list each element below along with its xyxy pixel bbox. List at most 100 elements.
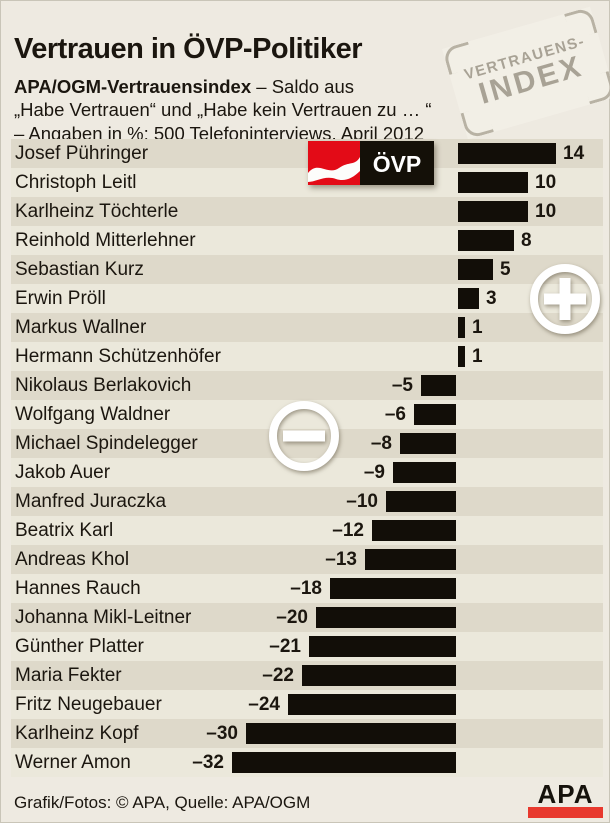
- value-bar: [458, 143, 556, 164]
- subtitle-line2: „Habe Vertrauen“ und „Habe kein Vertraue…: [14, 99, 432, 120]
- politician-name: Michael Spindelegger: [15, 433, 198, 454]
- value-bar: [288, 694, 456, 715]
- chart-row: Reinhold Mitterlehner 8: [11, 226, 603, 255]
- ovp-logo-text: ÖVP: [373, 151, 422, 177]
- minus-icon: [269, 401, 339, 471]
- value-label: 10: [535, 172, 557, 193]
- politician-name: Günther Platter: [15, 636, 144, 657]
- value-label: 1: [472, 346, 483, 367]
- value-label: –9: [363, 462, 385, 483]
- austrian-flag-icon: ÖVP: [308, 141, 434, 185]
- value-bar: [393, 462, 456, 483]
- value-bar: [458, 288, 479, 309]
- chart-row: Nikolaus Berlakovich –5: [11, 371, 603, 400]
- politician-name: Jakob Auer: [15, 462, 111, 483]
- value-label: 14: [563, 143, 585, 164]
- chart-row: Werner Amon –32: [11, 748, 603, 777]
- value-bar: [309, 636, 456, 657]
- value-label: –8: [370, 433, 392, 454]
- value-bar: [386, 491, 456, 512]
- chart-row: Christoph Leitl 10: [11, 168, 603, 197]
- chart-row: Hannes Rauch –18: [11, 574, 603, 603]
- politician-name: Beatrix Karl: [15, 520, 114, 541]
- stamp-corner-icon: [582, 71, 610, 105]
- credits-source-line: Grafik/Fotos: © APA, Quelle: APA/OGM: [14, 793, 311, 812]
- apa-logo-red-bar: [528, 807, 603, 818]
- value-bar: [232, 752, 456, 773]
- chart-row: Andreas Khol –13: [11, 545, 603, 574]
- vertrauensindex-stamp: VERTRAUENS- INDEX: [442, 6, 610, 140]
- subtitle-line3: – Angaben in %; 500 Telefoninterviews, A…: [14, 122, 425, 144]
- value-label: –20: [276, 607, 308, 628]
- chart-row: Beatrix Karl –12: [11, 516, 603, 545]
- chart-subtitle: APA/OGM-Vertrauensindex – Saldo aus „Hab…: [14, 75, 474, 146]
- politician-name: Fritz Neugebauer: [15, 694, 162, 715]
- value-label: 3: [486, 288, 497, 309]
- value-label: –12: [332, 520, 364, 541]
- politician-name: Reinhold Mitterlehner: [15, 230, 196, 251]
- politician-name: Johanna Mikl-Leitner: [15, 607, 192, 628]
- politician-name: Karlheinz Kopf: [15, 723, 139, 744]
- value-bar: [330, 578, 456, 599]
- value-bar: [372, 520, 456, 541]
- chart-row: Maria Fekter –22: [11, 661, 603, 690]
- politician-name: Christoph Leitl: [15, 172, 137, 193]
- value-label: 1: [472, 317, 483, 338]
- value-label: –30: [206, 723, 238, 744]
- value-bar: [458, 201, 528, 222]
- apa-logo-text: APA: [537, 779, 594, 809]
- chart-row: Erwin Pröll 3: [11, 284, 603, 313]
- value-bar: [400, 433, 456, 454]
- subtitle-index-name: APA/OGM-Vertrauensindex: [14, 75, 252, 97]
- politician-name: Manfred Juraczka: [15, 491, 167, 512]
- politician-name: Werner Amon: [15, 752, 131, 773]
- politician-name: Erwin Pröll: [15, 288, 106, 309]
- page-title: Vertrauen in ÖVP-Politiker: [14, 33, 363, 66]
- politician-name: Sebastian Kurz: [15, 259, 144, 280]
- value-bar: [302, 665, 456, 686]
- plus-icon: [530, 264, 600, 334]
- chart-row: Hermann Schützenhöfer 1: [11, 342, 603, 371]
- chart-row: Fritz Neugebauer –24: [11, 690, 603, 719]
- value-label: –10: [346, 491, 378, 512]
- value-label: 5: [500, 259, 511, 280]
- value-label: –6: [384, 404, 406, 425]
- value-label: 10: [535, 201, 557, 222]
- subtitle-rest: – Saldo aus: [251, 75, 354, 97]
- value-label: –24: [248, 694, 280, 715]
- politician-name: Hermann Schützenhöfer: [15, 346, 221, 367]
- value-bar: [365, 549, 456, 570]
- value-label: –22: [262, 665, 294, 686]
- politician-name: Karlheinz Töchterle: [15, 201, 179, 222]
- value-label: –32: [192, 752, 224, 773]
- value-bar: [458, 230, 514, 251]
- politician-name: Andreas Khol: [15, 549, 130, 570]
- chart-row: Manfred Juraczka –10: [11, 487, 603, 516]
- chart-row: Markus Wallner 1: [11, 313, 603, 342]
- chart-row: Karlheinz Töchterle 10: [11, 197, 603, 226]
- value-bar: [458, 172, 528, 193]
- value-label: –5: [391, 375, 413, 396]
- value-bar: [458, 346, 465, 367]
- value-label: –21: [269, 636, 301, 657]
- politician-name: Josef Pühringer: [15, 143, 149, 164]
- value-label: –13: [325, 549, 357, 570]
- chart-row: Josef Pühringer 14: [11, 139, 603, 168]
- chart-row: Sebastian Kurz 5: [11, 255, 603, 284]
- value-bar: [458, 317, 465, 338]
- apa-logo: APA: [528, 779, 603, 818]
- value-bar: [414, 404, 456, 425]
- value-bar: [421, 375, 456, 396]
- chart-row: Günther Platter –21: [11, 632, 603, 661]
- chart-row: Johanna Mikl-Leitner –20: [11, 603, 603, 632]
- politician-name: Markus Wallner: [15, 317, 147, 338]
- chart-row: Karlheinz Kopf –30: [11, 719, 603, 748]
- politician-name: Nikolaus Berlakovich: [15, 375, 192, 396]
- value-label: –18: [290, 578, 322, 599]
- value-bar: [316, 607, 456, 628]
- ovp-party-logo: ÖVP: [308, 141, 434, 185]
- politician-name: Wolfgang Waldner: [15, 404, 171, 425]
- politician-name: Maria Fekter: [15, 665, 122, 686]
- value-label: 8: [521, 230, 532, 251]
